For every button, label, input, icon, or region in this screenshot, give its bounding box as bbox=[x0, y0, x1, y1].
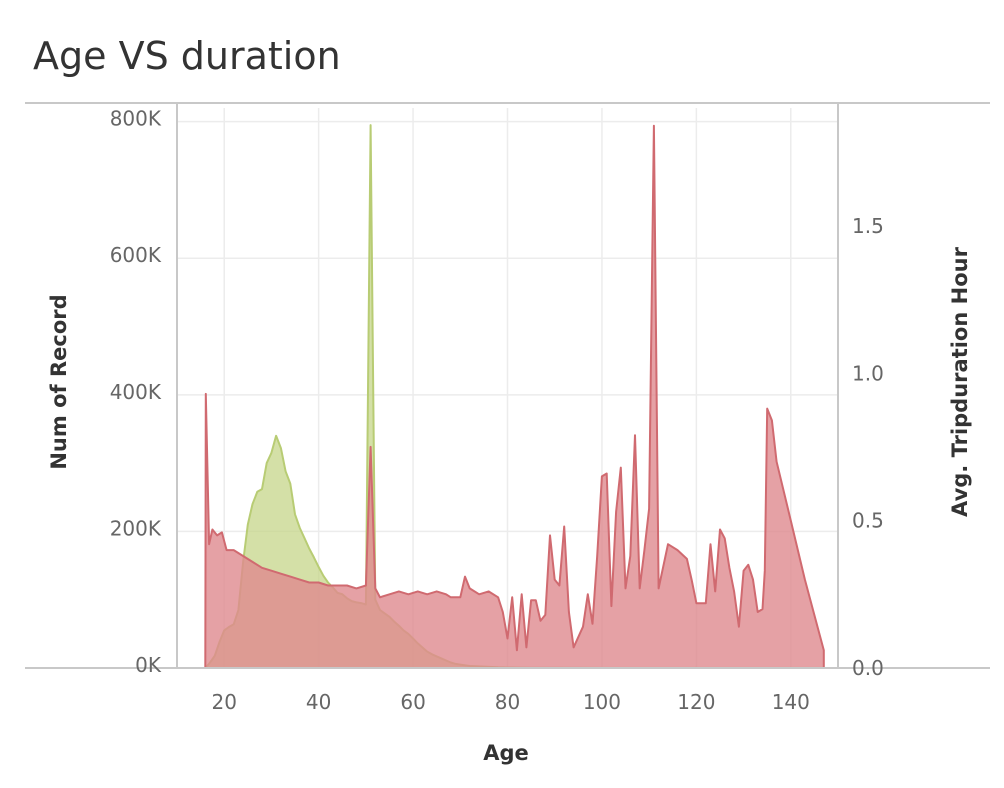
tick-labels: 20 40 60 80 100 120 140 0K 200K 400K 600K 800K 0.0 0.… bbox=[110, 107, 884, 714]
y-left-tick-label: 800K bbox=[110, 107, 162, 131]
y-axis-left-title: Num of Record bbox=[47, 294, 71, 469]
x-tick-label: 140 bbox=[772, 690, 810, 714]
y-left-tick-label: 200K bbox=[110, 516, 162, 540]
y-left-tick-label: 0K bbox=[135, 653, 162, 677]
chart-frame bbox=[25, 102, 990, 669]
x-axis-title: Age bbox=[483, 741, 529, 765]
x-tick-label: 40 bbox=[306, 690, 331, 714]
y-right-tick-label: 0.0 bbox=[852, 656, 884, 680]
x-tick-label: 60 bbox=[400, 690, 425, 714]
chart-title: Age VS duration bbox=[33, 34, 341, 78]
y-left-tick-label: 600K bbox=[110, 243, 162, 267]
chart-areas bbox=[204, 124, 825, 669]
series-avg_tripduration-area bbox=[205, 125, 824, 668]
x-tick-label: 20 bbox=[211, 690, 236, 714]
x-tick-label: 120 bbox=[677, 690, 715, 714]
y-axis-right-title: Avg. Tripduration Hour bbox=[948, 246, 972, 517]
x-tick-label: 100 bbox=[583, 690, 621, 714]
series-avg_tripduration-line bbox=[204, 124, 825, 669]
y-right-tick-label: 1.0 bbox=[852, 361, 884, 385]
y-right-tick-label: 1.5 bbox=[852, 214, 884, 238]
y-right-tick-label: 0.5 bbox=[852, 509, 884, 533]
x-tick-label: 80 bbox=[495, 690, 520, 714]
y-left-tick-label: 400K bbox=[110, 380, 162, 404]
